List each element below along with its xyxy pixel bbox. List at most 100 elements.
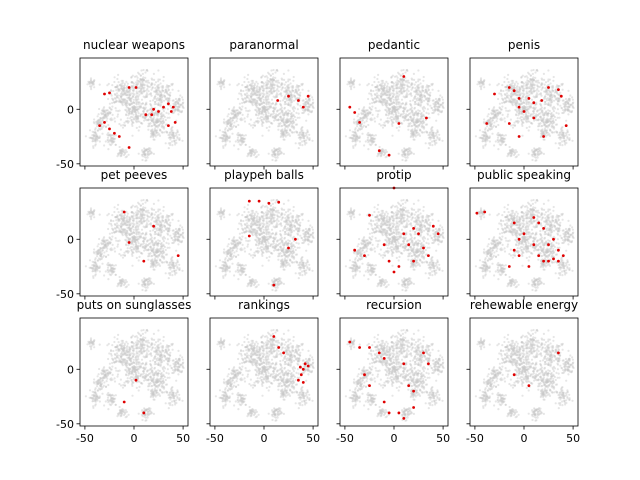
background-point [104, 114, 107, 117]
background-point [134, 111, 137, 114]
background-point [134, 95, 138, 99]
background-point [262, 118, 265, 121]
background-point [137, 80, 140, 83]
background-point [228, 140, 231, 143]
background-point [290, 100, 293, 103]
background-point [263, 75, 267, 78]
background-point [162, 94, 165, 97]
background-point [141, 85, 144, 88]
background-point [557, 99, 560, 102]
background-point [155, 111, 158, 114]
background-point [549, 117, 552, 120]
background-point [285, 131, 288, 134]
background-point [155, 121, 158, 124]
background-point [86, 83, 89, 86]
background-point [181, 96, 184, 99]
background-point [526, 87, 529, 90]
background-point [571, 106, 574, 109]
background-point [292, 99, 296, 102]
background-point [182, 101, 185, 104]
background-point [175, 100, 178, 104]
background-point [401, 155, 404, 158]
background-point [507, 73, 510, 76]
background-point [267, 129, 270, 132]
background-point [161, 124, 164, 127]
background-point [531, 83, 534, 86]
background-point [155, 91, 158, 94]
background-point [538, 85, 541, 88]
background-point [420, 93, 423, 96]
background-point [567, 89, 570, 92]
background-point [147, 90, 150, 93]
background-point [402, 110, 405, 113]
background-point [255, 80, 258, 83]
background-point [405, 115, 408, 118]
background-point [552, 114, 555, 117]
background-point [407, 153, 410, 156]
background-point [529, 115, 532, 118]
background-point [136, 115, 139, 118]
background-point [528, 80, 531, 83]
background-point [158, 78, 161, 81]
background-point [130, 119, 133, 122]
background-point [565, 133, 568, 137]
background-point [161, 95, 164, 98]
background-point [273, 119, 276, 122]
background-point [540, 83, 543, 86]
background-point [88, 82, 91, 85]
background-point [165, 97, 168, 101]
background-point [503, 76, 506, 79]
background-point [226, 125, 229, 128]
background-point [567, 106, 570, 109]
y-tick-label: 0 [67, 103, 74, 116]
background-point [120, 100, 123, 103]
background-point [536, 87, 539, 91]
background-point [107, 112, 110, 115]
background-point [144, 116, 147, 119]
background-point [556, 116, 559, 119]
background-point [140, 83, 143, 86]
background-point [429, 104, 432, 107]
background-point [157, 98, 161, 101]
background-point [434, 97, 438, 101]
background-point [474, 135, 477, 138]
background-point [165, 85, 168, 89]
background-point [114, 137, 117, 140]
background-point [564, 97, 568, 101]
background-point [289, 90, 292, 93]
background-point [160, 94, 163, 97]
background-point [435, 133, 438, 137]
background-point [288, 86, 291, 89]
background-point [404, 71, 407, 74]
background-point [352, 80, 355, 83]
background-point [146, 81, 149, 84]
background-point [284, 100, 287, 104]
background-point [287, 69, 290, 72]
background-point [534, 106, 537, 109]
background-point [226, 129, 229, 132]
background-point [544, 87, 547, 90]
background-point [163, 115, 166, 119]
background-point [141, 72, 144, 75]
background-point [128, 96, 131, 99]
background-point [558, 132, 561, 135]
background-point [241, 134, 244, 137]
background-point [555, 111, 558, 114]
background-point [123, 100, 126, 103]
background-point [132, 84, 135, 88]
background-point [297, 112, 300, 115]
background-point [514, 92, 517, 95]
background-point [149, 92, 152, 95]
background-point [148, 93, 151, 96]
background-point [119, 100, 122, 103]
background-point [244, 137, 247, 140]
background-point [91, 81, 94, 84]
background-point [265, 81, 268, 84]
background-point [150, 84, 153, 87]
background-point [551, 89, 555, 92]
background-point [131, 116, 134, 119]
background-point [127, 102, 131, 105]
background-point [492, 124, 495, 127]
background-point [160, 96, 163, 99]
background-point [429, 136, 432, 139]
